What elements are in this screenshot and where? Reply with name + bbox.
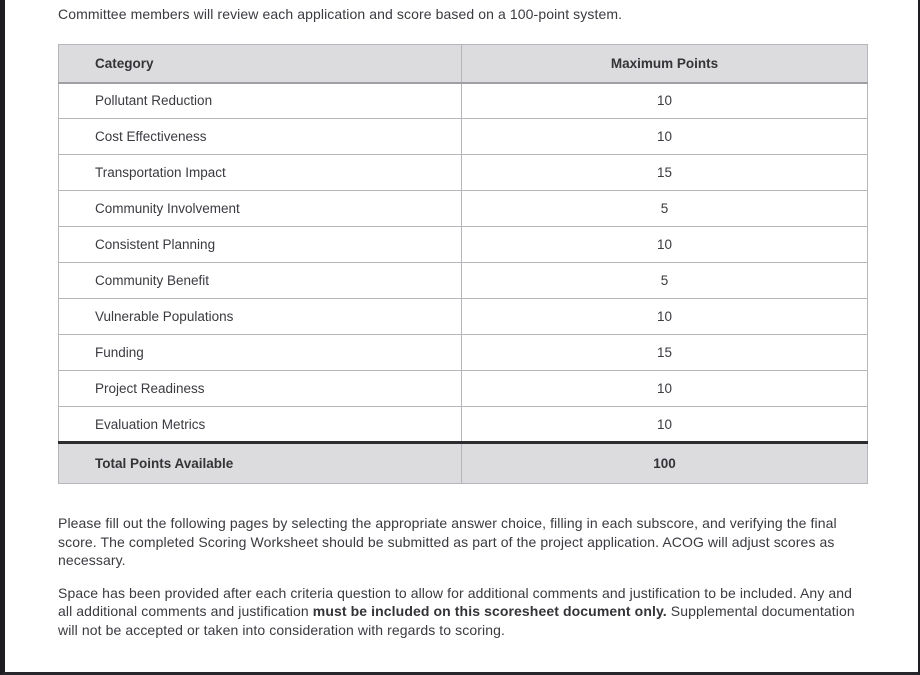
category-cell: Consistent Planning	[58, 226, 462, 263]
points-cell: 15	[461, 334, 868, 371]
comments-policy-lead: Space has been provided after each crite…	[58, 584, 853, 620]
category-column-header: Category	[58, 44, 462, 84]
table-row: Community Benefit 5	[58, 262, 868, 299]
category-cell: Evaluation Metrics	[58, 406, 462, 443]
table-row: Cost Effectiveness 10	[58, 118, 868, 155]
points-cell: 5	[461, 190, 868, 227]
table-header-row: Category Maximum Points	[58, 44, 868, 84]
table-row: Evaluation Metrics 10	[58, 406, 868, 443]
table-row: Pollutant Reduction 10	[58, 82, 868, 119]
scoring-table: Category Maximum Points Pollutant Reduct…	[58, 44, 868, 484]
category-cell: Community Involvement	[58, 190, 462, 227]
points-cell: 5	[461, 262, 868, 299]
category-cell: Vulnerable Populations	[58, 298, 462, 335]
total-label-cell: Total Points Available	[58, 441, 462, 484]
category-cell: Project Readiness	[58, 370, 462, 407]
table-row: Transportation Impact 15	[58, 154, 868, 191]
intro-text: Committee members will review each appli…	[58, 6, 623, 22]
category-cell: Cost Effectiveness	[58, 118, 462, 155]
points-cell: 10	[461, 370, 868, 407]
points-cell: 10	[461, 298, 868, 335]
category-cell: Funding	[58, 334, 462, 371]
points-cell: 10	[461, 406, 868, 443]
total-points-cell: 100	[461, 441, 868, 484]
points-cell: 15	[461, 154, 868, 191]
comments-policy-tail: Supplemental documentation will not be a…	[58, 603, 855, 638]
table-row: Community Involvement 5	[58, 190, 868, 227]
category-cell: Transportation Impact	[58, 154, 462, 191]
table-row: Funding 15	[58, 334, 868, 371]
points-cell: 10	[461, 82, 868, 119]
points-cell: 10	[461, 226, 868, 263]
total-row: Total Points Available 100	[58, 441, 868, 484]
instructions-paragraph: Please fill out the following pages by s…	[58, 515, 837, 568]
category-cell: Pollutant Reduction	[58, 82, 462, 119]
comments-policy-bold: must be included on this scoresheet docu…	[312, 603, 667, 619]
score-table-body: Pollutant Reduction 10 Cost Effectiveness 1…	[58, 82, 868, 443]
table-row: Consistent Planning 10	[58, 226, 868, 263]
points-cell: 10	[461, 118, 868, 155]
table-row: Vulnerable Populations 10	[58, 298, 868, 335]
category-cell: Community Benefit	[58, 262, 462, 299]
table-row: Project Readiness 10	[58, 370, 868, 407]
comments-policy-paragraph: Space has been provided after each crite…	[58, 584, 860, 640]
maximum-points-column-header: Maximum Points	[461, 44, 868, 84]
